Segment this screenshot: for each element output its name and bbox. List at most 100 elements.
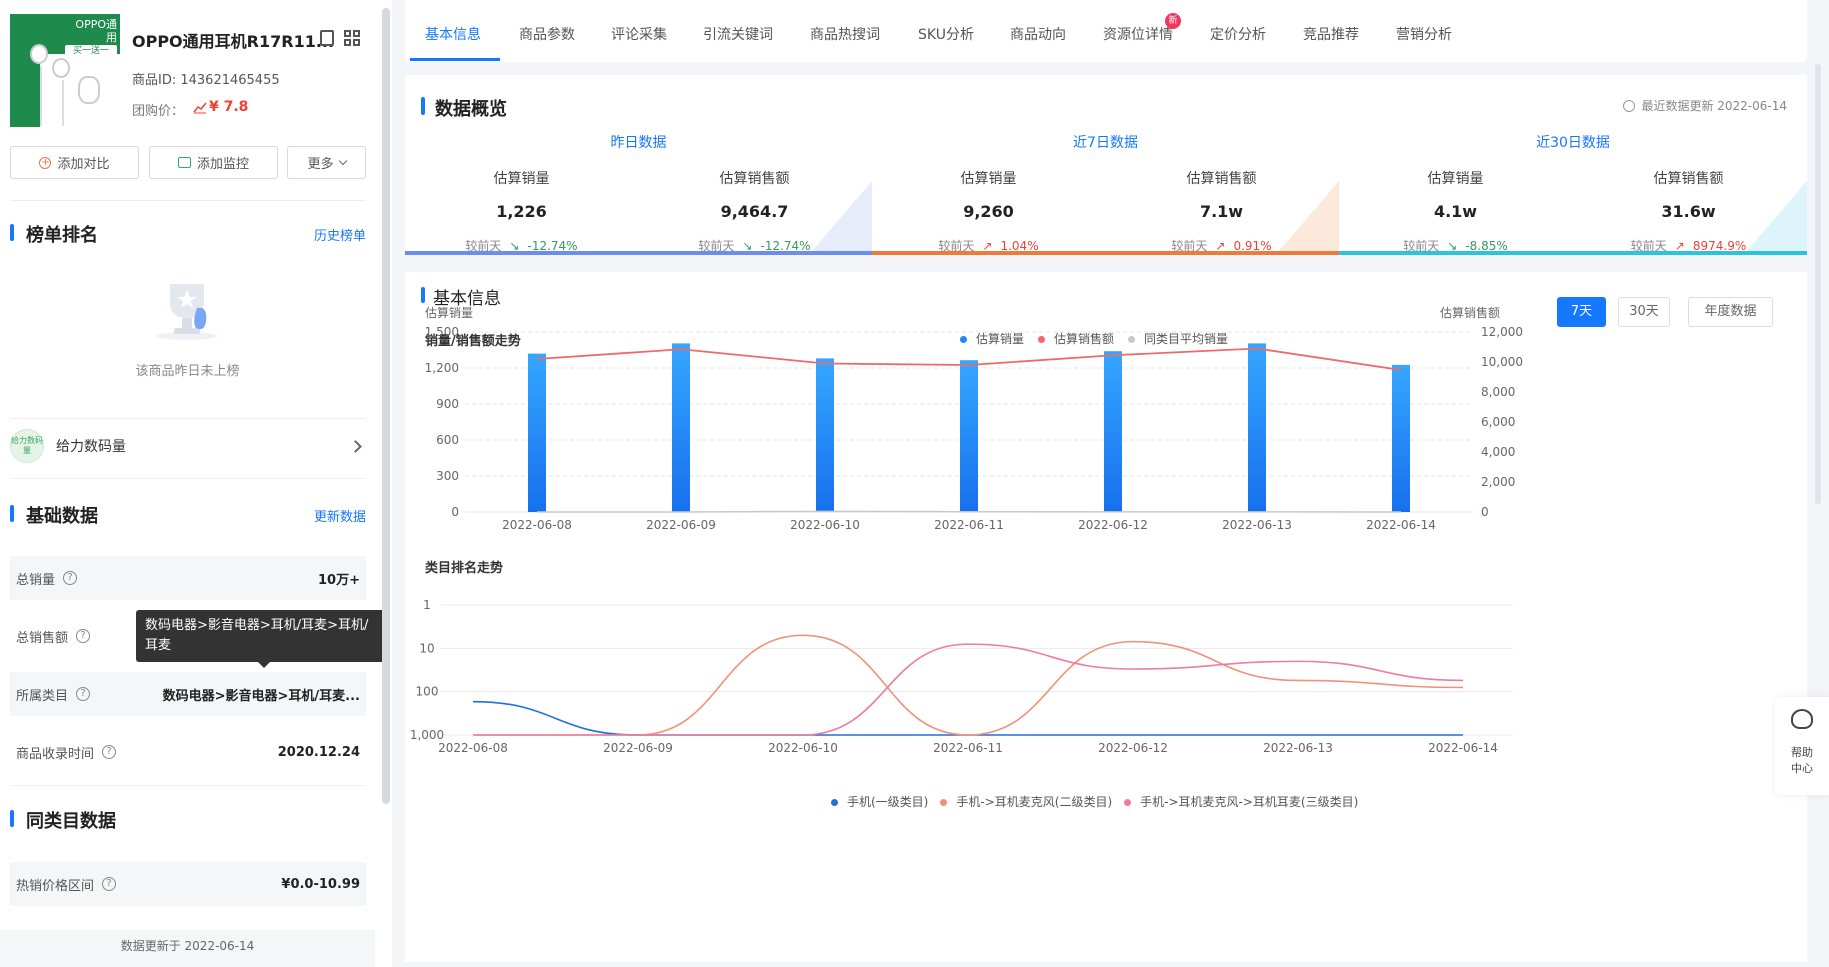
trend-up-icon: ↗ xyxy=(1674,238,1685,253)
history-ranking-link[interactable]: 历史榜单 xyxy=(313,229,366,244)
add-monitor-button[interactable]: 添加监控 xyxy=(149,146,278,179)
y-tick-label: 1 xyxy=(423,598,431,612)
overview-group-30days: 近30日数据 估算销量 4.1w 较前天 ↘ -8.85% 估算销售额 31.6w … xyxy=(1339,130,1807,255)
legend-item-category-avg: 同类目平均销量 xyxy=(1128,330,1228,347)
y-tick-label: 1,200 xyxy=(425,361,459,375)
tab-review-collect[interactable]: 评论采集 xyxy=(611,27,667,43)
rank-chart-legend[interactable]: 手机(一级类目) 手机->耳机麦克风(二级类目) 手机->耳机麦克风->耳机耳麦… xyxy=(831,793,1358,810)
decor-wedge xyxy=(812,181,872,251)
x-tick-label: 2022-06-14 xyxy=(1366,518,1436,532)
x-tick-label: 2022-06-08 xyxy=(502,518,572,532)
sales-chart-legend[interactable]: 估算销量 估算销售额 同类目平均销量 xyxy=(960,330,1228,347)
trend-down-icon: ↘ xyxy=(1447,238,1458,253)
more-button[interactable]: 更多 xyxy=(287,146,366,179)
metric-sales: 估算销量 1,226 较前天 ↘ -12.74% xyxy=(465,171,578,253)
range-30days-button[interactable]: 30天 xyxy=(1618,297,1670,327)
plus-circle-icon: + xyxy=(39,156,52,169)
range-year-button[interactable]: 年度数据 xyxy=(1688,297,1773,327)
basic-data-title: 基础数据 xyxy=(10,502,98,528)
tab-traffic-keywords[interactable]: 引流关键词 xyxy=(703,27,773,43)
trend-up-icon: ↗ xyxy=(982,238,993,253)
product-sidebar: OPPO通用 买一送一 90天换新 OPPO通用耳机R17R11... 商品ID… xyxy=(0,0,392,967)
legend-item-revenue: 估算销售额 xyxy=(1038,330,1114,347)
basic-info-title: 基本信息 xyxy=(421,284,501,309)
y-tick-label: 1,500 xyxy=(425,325,459,339)
update-data-link[interactable]: 更新数据 xyxy=(313,510,366,525)
metric-sales: 估算销量 9,260 较前天 ↗ 1.04% xyxy=(938,171,1039,253)
price-trend-icon[interactable] xyxy=(193,100,207,114)
product-image[interactable]: OPPO通用 买一送一 90天换新 xyxy=(10,14,120,127)
y2-tick-label: 10,000 xyxy=(1481,355,1523,369)
bar-sales xyxy=(528,353,546,512)
legend-item-level3: 手机->耳机麦克风->耳机耳麦(三级类目) xyxy=(1124,793,1358,810)
legend-item-sales: 估算销量 xyxy=(960,330,1024,347)
brand-name: 给力数码量 xyxy=(56,439,126,455)
bar-sales xyxy=(816,358,834,512)
x-tick-label: 2022-06-12 xyxy=(1078,518,1148,532)
y2-tick-label: 6,000 xyxy=(1481,415,1515,429)
bar-sales xyxy=(672,343,690,512)
sidebar-footer: 数据更新于 2022-06-14 xyxy=(0,930,375,967)
headset-icon xyxy=(1791,709,1813,729)
decor-wedge xyxy=(1747,181,1807,251)
accent-bar xyxy=(405,251,872,255)
help-icon[interactable]: ? xyxy=(102,877,117,891)
empty-trophy-icon xyxy=(157,284,217,340)
bar-sales xyxy=(1104,351,1122,512)
y2-tick-label: 12,000 xyxy=(1481,325,1523,339)
tab-hot-search[interactable]: 商品热搜词 xyxy=(810,27,880,43)
add-compare-button[interactable]: + 添加对比 xyxy=(10,146,139,179)
monitor-icon xyxy=(177,157,191,168)
brand-row[interactable]: 给力数码量 给力数码量 xyxy=(10,423,366,469)
help-icon[interactable]: ? xyxy=(102,745,117,759)
legend-item-level1: 手机(一级类目) xyxy=(831,793,928,810)
accent-bar xyxy=(1339,251,1807,255)
brand-avatar: 给力数码量 xyxy=(10,429,44,463)
copy-icon[interactable] xyxy=(320,30,334,46)
same-category-title: 同类目数据 xyxy=(10,807,116,833)
metric-revenue: 估算销售额 31.6w 较前天 ↗ 8974.9% xyxy=(1630,171,1747,253)
trend-up-icon: ↗ xyxy=(1215,238,1226,253)
tab-pricing-analysis[interactable]: 定价分析 xyxy=(1210,27,1266,43)
help-icon[interactable]: ? xyxy=(76,687,91,701)
rank-line-3 xyxy=(473,643,1464,736)
x-tick-label: 2022-06-14 xyxy=(1428,741,1498,755)
tab-marketing-analysis[interactable]: 营销分析 xyxy=(1396,27,1452,43)
overview-group-7days: 近7日数据 估算销量 9,260 较前天 ↗ 1.04% 估算销售额 7.1w 较前… xyxy=(872,130,1339,255)
ranking-empty-text: 该商品昨日未上榜 xyxy=(135,364,240,379)
tab-product-params[interactable]: 商品参数 xyxy=(519,27,575,43)
metric-revenue: 估算销售额 7.1w 较前天 ↗ 0.91% xyxy=(1171,171,1272,253)
tab-sku-analysis[interactable]: SKU分析 xyxy=(918,27,974,43)
sales-revenue-chart[interactable]: 估算销量 估算销售额03006009001,2001,50002,0004,000… xyxy=(405,302,1807,572)
help-center-button[interactable]: 帮助 中心 xyxy=(1775,697,1829,795)
tab-basic-info[interactable]: 基本信息 xyxy=(425,27,481,43)
y-tick-label: 1,000 xyxy=(410,728,444,742)
bar-sales xyxy=(1248,343,1266,512)
data-row-category[interactable]: 所属类目? 数码电器>影音电器>耳机/耳麦... xyxy=(10,672,366,716)
tab-product-trends[interactable]: 商品动向 xyxy=(1010,27,1066,43)
product-title: OPPO通用耳机R17R11... xyxy=(132,32,335,51)
range-7days-button[interactable]: 7天 xyxy=(1557,297,1606,327)
y-tick-label: 100 xyxy=(416,685,439,699)
y2-axis-title: 估算销售额 xyxy=(1440,305,1500,320)
x-tick-label: 2022-06-13 xyxy=(1222,518,1292,532)
main-scrollbar[interactable] xyxy=(1815,64,1821,504)
trend-down-icon: ↘ xyxy=(509,238,520,253)
metric-revenue: 估算销售额 9,464.7 较前天 ↘ -12.74% xyxy=(698,171,811,253)
y-tick-label: 300 xyxy=(436,469,459,483)
help-icon[interactable]: ? xyxy=(63,571,78,585)
x-tick-label: 2022-06-10 xyxy=(790,518,860,532)
y-tick-label: 0 xyxy=(451,505,459,519)
y2-tick-label: 0 xyxy=(1481,505,1489,519)
help-icon[interactable]: ? xyxy=(76,629,91,643)
qr-code-icon[interactable] xyxy=(344,30,360,46)
tab-competitor-recommend[interactable]: 竞品推荐 xyxy=(1303,27,1359,43)
tab-resource-details[interactable]: 资源位详情 xyxy=(1103,27,1173,43)
category-tooltip: 数码电器>影音电器>耳机/耳麦>耳机/耳麦 xyxy=(136,610,387,668)
overview-update-time: 最近数据更新 2022-06-14 xyxy=(1623,97,1787,114)
data-row-index-date: 商品收录时间? 2020.12.24 xyxy=(16,744,360,762)
sales-chart-title: 销量/销售额走势 xyxy=(425,334,521,349)
x-tick-label: 2022-06-08 xyxy=(438,741,508,755)
sidebar-scrollbar[interactable] xyxy=(382,8,390,804)
